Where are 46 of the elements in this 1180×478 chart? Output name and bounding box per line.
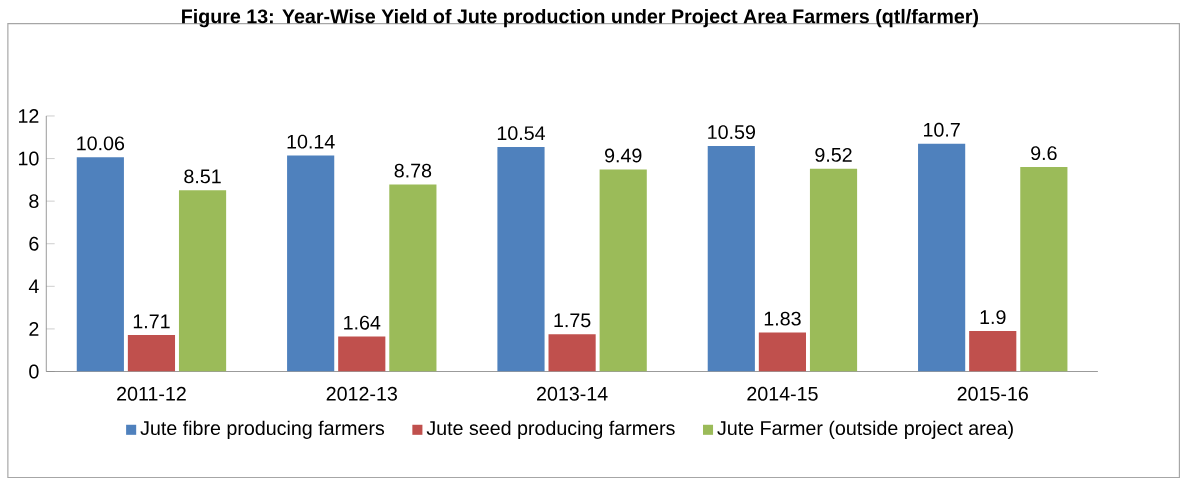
bar — [178, 190, 227, 372]
x-tick-label: 2011-12 — [117, 386, 186, 401]
bar — [918, 143, 966, 372]
legend-label: Jute fibre producing farmers — [140, 420, 385, 439]
data-label: 10.59 — [708, 125, 755, 139]
x-tick-label: 2013-14 — [537, 386, 608, 401]
bar — [497, 146, 545, 372]
data-label: 1.75 — [554, 313, 591, 328]
bar — [599, 169, 647, 372]
bar — [758, 332, 807, 372]
bar — [707, 145, 755, 372]
data-label: 1.71 — [133, 314, 170, 329]
x-tick-label: 2015-16 — [957, 386, 1028, 401]
y-tick-label: 0 — [29, 364, 39, 379]
y-tick-label: 12 — [18, 109, 39, 123]
data-label: 1.9 — [980, 310, 1006, 324]
bar — [1020, 166, 1068, 372]
y-tick-label: 8 — [29, 194, 39, 208]
y-tick-label: 10 — [18, 151, 39, 166]
bar — [76, 157, 124, 372]
y-tick-label: 4 — [28, 279, 39, 293]
data-label: 9.6 — [1031, 146, 1057, 161]
y-tick-label: 6 — [29, 236, 39, 251]
data-label: 1.64 — [344, 315, 381, 330]
data-label: 10.7 — [924, 122, 960, 137]
data-label: 8.51 — [184, 169, 221, 184]
bar — [809, 168, 858, 372]
x-tick-label: 2012-13 — [326, 386, 397, 401]
data-label: 9.52 — [815, 147, 852, 162]
bar — [287, 155, 335, 372]
bar — [127, 334, 176, 372]
data-label: 10.54 — [497, 126, 545, 140]
bar — [338, 336, 386, 372]
chart-title: Figure 13: Year-Wise Yield of Jute production under Project Area Farmers (qtl/farmer) — [182, 8, 979, 28]
legend-label: Jute seed producing farmers — [426, 420, 675, 439]
data-label: 1.83 — [764, 311, 801, 326]
legend-label: Jute Farmer (outside project area) — [717, 420, 1013, 439]
bar — [548, 334, 596, 372]
x-tick-label: 2014-15 — [747, 386, 818, 401]
y-tick-label: 2 — [29, 321, 39, 336]
data-label: 10.14 — [287, 134, 335, 149]
data-label: 8.78 — [394, 163, 432, 178]
data-label: 10.06 — [77, 136, 125, 151]
data-label: 9.49 — [605, 148, 642, 163]
bar — [969, 330, 1017, 372]
bar — [389, 184, 437, 372]
